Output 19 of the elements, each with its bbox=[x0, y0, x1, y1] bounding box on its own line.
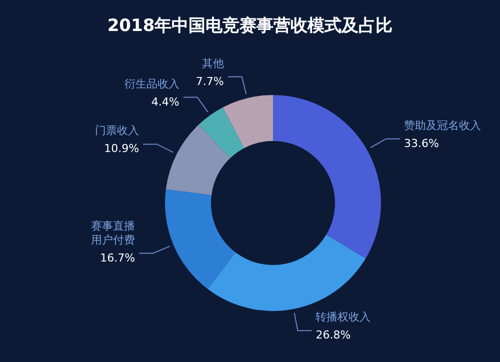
data-label: 16.7% bbox=[100, 251, 136, 264]
donut-slice bbox=[222, 95, 273, 148]
donut-slice bbox=[208, 234, 366, 311]
slice-label: 门票收入 bbox=[95, 124, 140, 138]
data-label: 7.7% bbox=[196, 74, 224, 88]
chart-title: 2018年中国电竞赛事营收模式及占比 bbox=[106, 15, 394, 37]
slice-label: 衍生品收入 bbox=[124, 77, 180, 90]
data-label: 33.6% bbox=[404, 136, 440, 150]
slice-label: 赞助及冠名收入 bbox=[404, 118, 482, 132]
donut-slice bbox=[166, 124, 230, 196]
slice-label: 赛事直播用户付费 bbox=[91, 219, 136, 246]
data-label: 26.8% bbox=[316, 328, 351, 342]
donut-slice bbox=[198, 107, 244, 158]
donut-slice bbox=[273, 95, 381, 258]
slice-label: 其他 bbox=[202, 56, 224, 70]
data-label: 10.9% bbox=[104, 142, 140, 156]
slice-label: 转播权收入 bbox=[316, 310, 371, 324]
data-label: 4.4% bbox=[151, 95, 180, 108]
donut-slice bbox=[165, 189, 236, 289]
